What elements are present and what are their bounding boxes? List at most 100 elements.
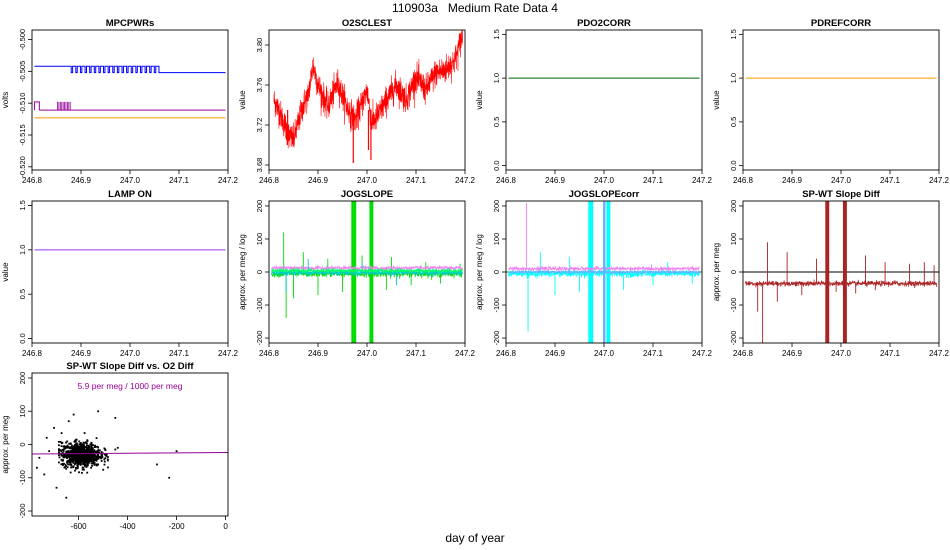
series-o2sclest: [273, 30, 463, 149]
scatter-point: [73, 446, 76, 449]
scatter-point: [73, 459, 76, 461]
scatter-point: [84, 442, 87, 444]
scatter-point: [93, 455, 95, 457]
scatter-point: [86, 442, 88, 445]
scatter-point: [90, 443, 93, 446]
y-tick-label: 200: [729, 200, 738, 213]
x-tick-label: 246.9: [545, 176, 566, 185]
y-tick-label: 0.5: [18, 289, 27, 299]
scatter-point: [95, 458, 98, 461]
scatter-point: [79, 453, 82, 456]
scatter-point: [61, 454, 64, 457]
plot-area: [273, 30, 463, 163]
scatter-point: [83, 450, 86, 453]
y-tick-label: 200: [492, 200, 501, 213]
x-tick-label: 247.0: [120, 176, 141, 185]
y-axis-label: value: [475, 90, 484, 110]
scatter-point: [64, 454, 66, 456]
y-tick-label: -200: [492, 331, 501, 346]
scatter-point: [81, 445, 84, 448]
scatter-point: [104, 448, 107, 451]
scatter-point: [65, 496, 68, 499]
scatter-point: [74, 440, 77, 443]
scatter-point: [86, 453, 89, 456]
scatter-point: [93, 463, 96, 466]
scatter-point: [67, 420, 70, 423]
scatter-point: [79, 448, 81, 451]
spike-band: [603, 201, 606, 343]
scatter-point: [68, 447, 71, 450]
scatter-point: [78, 471, 80, 474]
scatter-point: [67, 446, 69, 449]
scatter-point: [74, 455, 77, 458]
scatter-point: [107, 459, 109, 462]
scatter-point: [97, 410, 100, 413]
scatter-point: [75, 438, 78, 441]
chart-title: JOGSLOPE: [341, 189, 393, 200]
scatter-point: [80, 452, 83, 454]
scatter-point: [85, 458, 88, 461]
scatter-point: [69, 443, 72, 445]
scatter-point: [75, 447, 77, 450]
chart-panel-pdo2corr: PDO2CORR value 246.8 246.9 247.0 247.1 247.2 0.…: [475, 18, 713, 185]
scatter-points: [36, 410, 178, 499]
scatter-point: [69, 471, 72, 474]
scatter-point: [92, 444, 95, 447]
y-tick-label: -0.515: [18, 124, 27, 145]
scatter-point: [97, 455, 100, 458]
y-tick-label: 0.0: [492, 160, 501, 170]
scatter-point: [83, 465, 86, 467]
scatter-point: [65, 456, 68, 459]
scatter-point: [65, 454, 68, 457]
scatter-point: [72, 465, 75, 468]
y-tick-label: 1.5: [492, 29, 501, 39]
scatter-point: [76, 442, 78, 445]
y-tick-label: 0: [492, 270, 501, 274]
scatter-point: [82, 441, 85, 444]
scatter-point: [87, 462, 89, 465]
y-tick-label: 100: [492, 233, 501, 246]
scatter-point: [76, 464, 79, 467]
scatter-point: [65, 461, 68, 464]
scatter-point: [60, 442, 63, 445]
scatter-point: [93, 451, 96, 454]
scatter-point: [58, 449, 60, 452]
scatter-point: [88, 450, 91, 452]
plot-frame: [505, 200, 703, 344]
chart-title: MPCPWRs: [106, 18, 155, 29]
scatter-point: [77, 463, 80, 466]
scatter-point: [62, 456, 65, 459]
x-tick-label: 246.9: [545, 349, 566, 358]
scatter-point: [69, 453, 72, 456]
scatter-point: [78, 449, 81, 452]
scatter-point: [103, 460, 106, 463]
scatter-point: [55, 486, 58, 489]
x-tick-label: 246.9: [308, 349, 329, 358]
scatter-point: [62, 464, 64, 467]
scatter-point: [89, 458, 91, 461]
chart-panel-jogslope: JOGSLOPE approx. per meg / log 246.8 246.9 2…: [238, 189, 476, 358]
chart-title: SP-WT Slope Diff vs. O2 Diff: [66, 361, 194, 372]
scatter-point: [66, 440, 69, 443]
scatter-point: [84, 463, 87, 466]
scatter-point: [92, 461, 95, 464]
y-tick-label: 1.0: [18, 245, 27, 255]
scatter-point: [38, 456, 41, 459]
scatter-point: [78, 462, 81, 465]
scatter-point: [85, 454, 88, 457]
x-tick-label: 246.8: [733, 176, 754, 185]
scatter-point: [79, 450, 82, 453]
y-axis-label: approx. per meg: [1, 415, 10, 473]
chart-panel-spwt: SP-WT Slope Diff approx. per meg 246.8 246.…: [712, 189, 950, 358]
y-tick-label: 0.5: [729, 117, 738, 127]
y-tick-label: 1.0: [492, 73, 501, 83]
scatter-point: [91, 455, 94, 458]
plot-area: [743, 201, 939, 343]
scatter-point: [90, 442, 93, 445]
plot-frame: [268, 200, 466, 344]
scatter-point: [87, 458, 90, 460]
y-tick-label: 0.0: [18, 333, 27, 343]
scatter-point: [76, 458, 79, 461]
scatter-point: [69, 452, 72, 454]
scatter-point: [58, 454, 60, 457]
